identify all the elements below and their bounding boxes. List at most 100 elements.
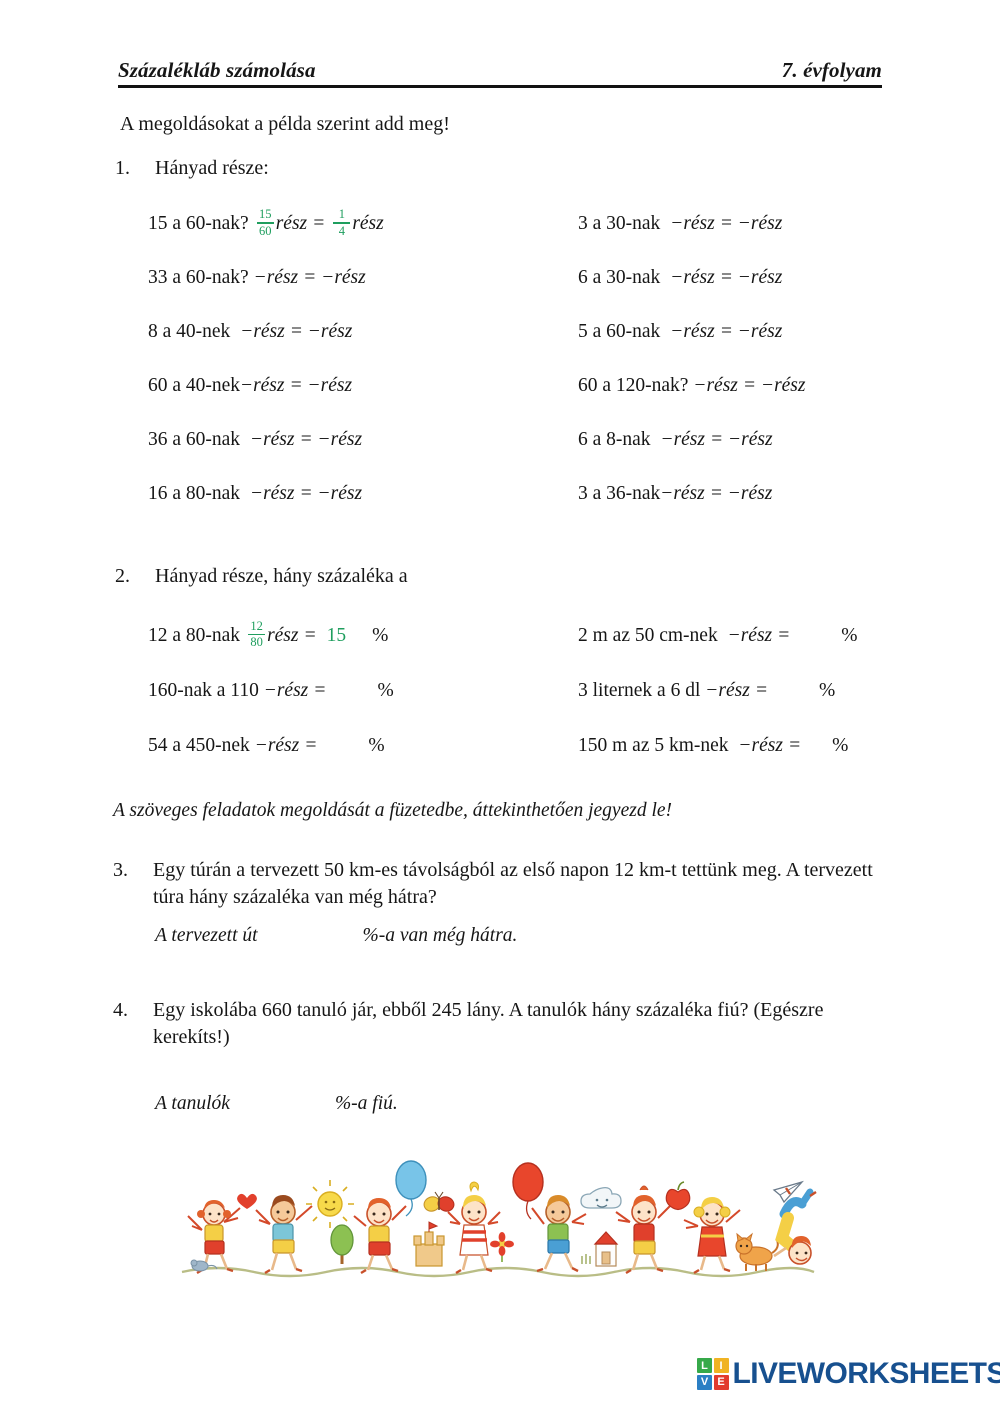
exercise-1-item[interactable]: 60 a 40-nek − rész = − rész	[148, 359, 578, 413]
answer-blank-dash[interactable]: −	[661, 429, 673, 450]
equals-sign: =	[299, 429, 313, 450]
resz-word: rész	[320, 375, 353, 396]
children-illustration-svg	[181, 1160, 817, 1278]
item-lead: 3 a 36-nak	[578, 483, 661, 504]
fraction-numerator: 12	[250, 618, 263, 633]
exercise-1-item[interactable]: 15 a 60-nak? 15 60 rész = 1 4 rész	[148, 197, 578, 251]
item-lead: 150 m az 5 km-nek	[578, 734, 729, 756]
exercise-1-item[interactable]: 6 a 8-nak − rész = − rész	[578, 413, 1000, 467]
item-lead: 8 a 40-nek	[148, 321, 231, 342]
percent-sign: %	[832, 734, 849, 756]
answer-blank-dash[interactable]: −	[738, 213, 750, 234]
resz-word: rész	[253, 375, 285, 396]
balloon-red-icon	[512, 1162, 544, 1220]
item-lead: 2 m az 50 cm-nek	[578, 624, 718, 646]
equals-sign: =	[303, 624, 317, 646]
exercise-2-item[interactable]: 150 m az 5 km-nek − rész = %	[578, 718, 1000, 773]
answer-blank-dash[interactable]: −	[322, 267, 334, 288]
exercise-1-item[interactable]: 60 a 120-nak? − rész = − rész	[578, 359, 1000, 413]
page-title: Százalékláb számolása	[118, 58, 316, 82]
exercise-1-item[interactable]: 3 a 30-nak − rész = − rész	[578, 197, 1000, 251]
answer-blank-dash[interactable]: −	[729, 429, 741, 450]
answer-blank-dash[interactable]: −	[308, 321, 320, 342]
answer-blank-dash[interactable]: −	[251, 429, 263, 450]
equals-sign: =	[787, 734, 802, 756]
ground-line	[181, 1266, 815, 1278]
resz-word: rész	[683, 321, 715, 342]
resz-word: rész	[774, 375, 806, 396]
task-1-heading: 1. Hányad része:	[115, 157, 875, 180]
item-lead: 160-nak a 110	[148, 679, 259, 701]
item-lead: 16 a 80-nak	[148, 483, 241, 504]
exercise-1-item[interactable]: 6 a 30-nak − rész = − rész	[578, 251, 1000, 305]
answer-blank-dash[interactable]: −	[762, 375, 774, 396]
percent-sign: %	[372, 624, 389, 646]
answer-blank-dash[interactable]: −	[738, 321, 750, 342]
apple-icon	[665, 1181, 691, 1211]
fraction-answer[interactable]: 12 80	[248, 618, 266, 650]
answer-blank-dash[interactable]: −	[308, 375, 320, 396]
exercise-1-item[interactable]: 36 a 60-nak − rész = − rész	[148, 413, 578, 467]
exercise-1-item[interactable]: 8 a 40-nek − rész = − rész	[148, 305, 578, 359]
fraction-denominator: 60	[258, 223, 272, 238]
answer-blank-dash[interactable]: −	[728, 483, 740, 504]
exercise-2-item[interactable]: 3 liternek a 6 dl − rész = %	[578, 663, 1000, 718]
answer-blank-dash[interactable]: −	[738, 267, 750, 288]
answer-blank-dash[interactable]: −	[251, 483, 263, 504]
fraction-answer-simplified[interactable]: 1 4	[333, 207, 351, 238]
percent-answer-input[interactable]: 15	[326, 624, 347, 646]
answer-blank-dash[interactable]: −	[728, 624, 740, 646]
answer-blank-dash[interactable]: −	[671, 213, 683, 234]
equals-sign: =	[709, 483, 723, 504]
resz-word: rész	[718, 679, 750, 701]
resz-word: rész	[267, 624, 299, 646]
answer-blank-dash[interactable]: −	[694, 375, 706, 396]
fraction-bar	[333, 222, 351, 224]
exercise-1-item[interactable]: 16 a 80-nak − rész = − rész	[148, 467, 578, 521]
exercise-2-item[interactable]: 12 a 80-nak 12 80 rész = 15 %	[148, 608, 578, 663]
task-3-number: 3.	[113, 859, 128, 881]
answer-blank-dash[interactable]: −	[264, 679, 276, 701]
answer-suffix: %-a van még hátra.	[362, 925, 518, 946]
resz-word: rész	[263, 483, 295, 504]
task-3-answer-line[interactable]: A tervezett út %-a van még hátra.	[155, 925, 517, 947]
equals-sign: =	[719, 213, 733, 234]
task-3: 3. Egy túrán a tervezett 50 km-es távols…	[113, 857, 903, 911]
heart-icon	[237, 1193, 257, 1209]
answer-blank-dash[interactable]: −	[739, 734, 751, 756]
answer-blank-dash[interactable]: −	[254, 267, 266, 288]
exercise-1-item[interactable]: 33 a 60-nak? − rész = − rész	[148, 251, 578, 305]
answer-blank-dash[interactable]: −	[241, 375, 253, 396]
exercise-1-item[interactable]: 3 a 36-nak − rész = − rész	[578, 467, 1000, 521]
exercise-1-item[interactable]: 5 a 60-nak − rész = − rész	[578, 305, 1000, 359]
answer-blank-dash[interactable]: −	[255, 734, 267, 756]
answer-blank-dash[interactable]: −	[671, 267, 683, 288]
percent-sign: %	[368, 734, 385, 756]
answer-blank-dash[interactable]: −	[671, 321, 683, 342]
kid-7	[683, 1197, 741, 1275]
kid-4	[447, 1181, 501, 1275]
answer-blank-dash[interactable]: −	[318, 429, 330, 450]
answer-blank-dash[interactable]: −	[661, 483, 673, 504]
answer-blank-dash[interactable]: −	[318, 483, 330, 504]
butterfly-icon	[423, 1191, 455, 1212]
resz-word: rész	[253, 321, 285, 342]
exercise-2-item[interactable]: 160-nak a 110 − rész = %	[148, 663, 578, 718]
item-lead: 12 a 80-nak	[148, 624, 241, 646]
resz-word: rész	[750, 267, 783, 288]
exercise-2-item[interactable]: 2 m az 50 cm-nek − rész = %	[578, 608, 1000, 663]
tree-icon	[330, 1224, 354, 1264]
exercise-2-item[interactable]: 54 a 450-nek − rész = %	[148, 718, 578, 773]
fraction-answer[interactable]: 15 60	[256, 207, 274, 238]
answer-blank-dash[interactable]: −	[241, 321, 253, 342]
equals-sign: =	[777, 624, 791, 646]
answer-blank-dash[interactable]: −	[706, 679, 718, 701]
resz-word: rész	[334, 267, 366, 288]
liveworksheets-logo[interactable]: L I V E LIVEWORKSHEETS	[697, 1358, 1000, 1390]
mouse-icon	[190, 1259, 218, 1272]
house-icon	[593, 1231, 619, 1267]
task-4-number: 4.	[113, 999, 128, 1021]
item-lead: 15 a 60-nak?	[148, 213, 249, 234]
task-4-answer-line[interactable]: A tanulók %-a fiú.	[155, 1093, 398, 1115]
resz-word: rész	[352, 213, 384, 234]
